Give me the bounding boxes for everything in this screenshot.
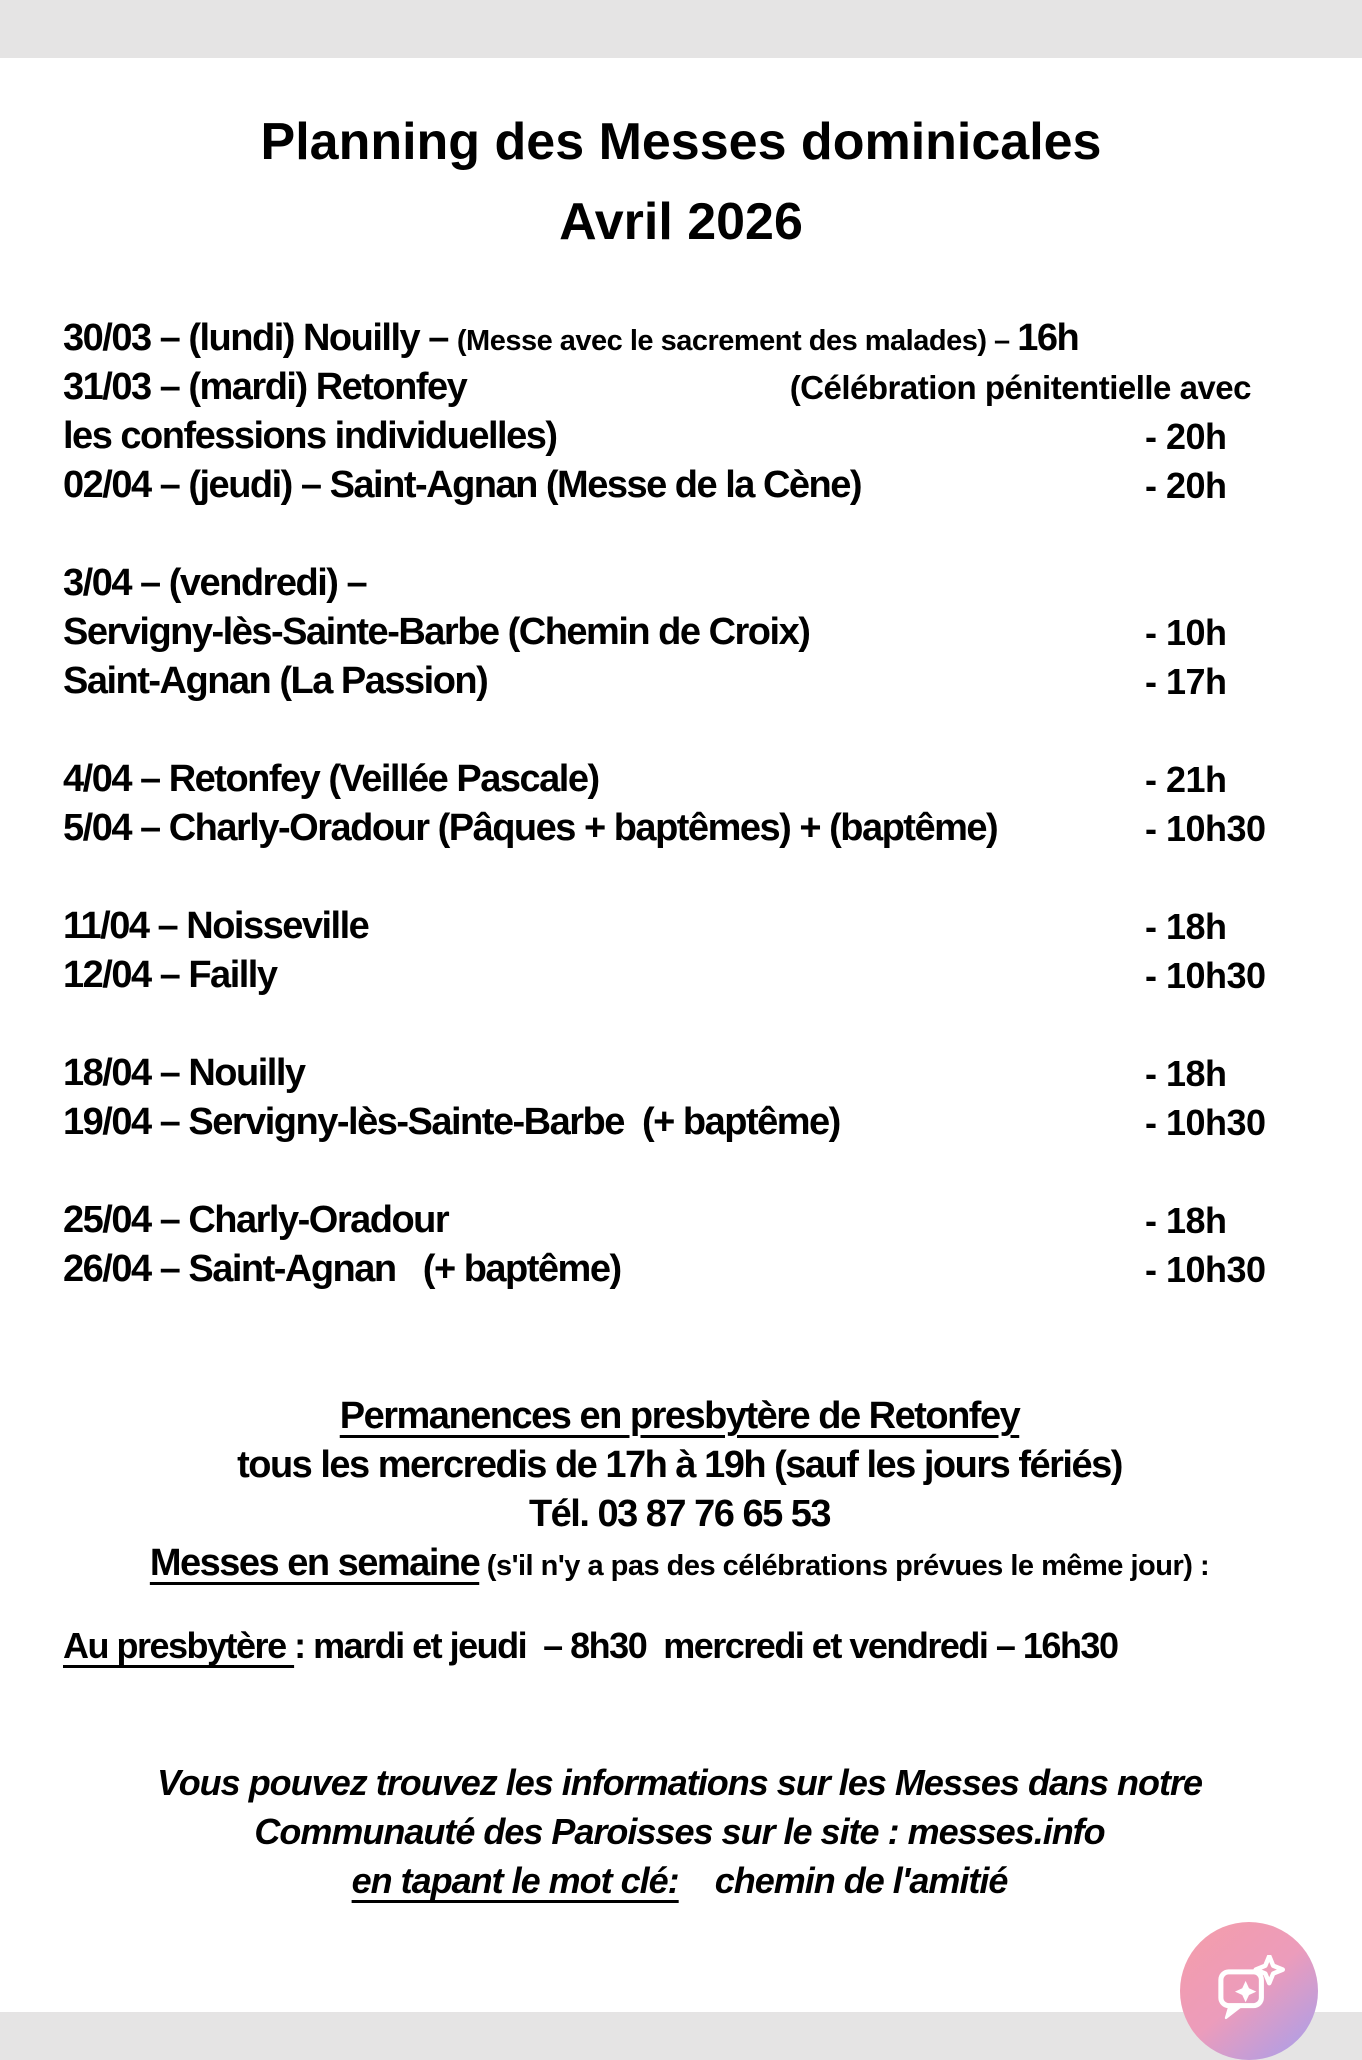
schedule-row-note: (Messe avec le sacrement des malades) – <box>456 325 1018 357</box>
schedule-row: 11/04 – Noisseville - 18h <box>63 902 1296 951</box>
permanences-title: Permanences en presbytère de Retonfey <box>339 1395 1021 1437</box>
spacer <box>63 706 1296 755</box>
weekday-masses-note: (s'il n'y a pas des célébrations prévues… <box>479 1550 1210 1582</box>
schedule-row-time: - 18h <box>1145 1053 1227 1094</box>
schedule-list: 30/03 – (lundi) Nouilly – (Messe avec le… <box>0 314 1362 1905</box>
schedule-row-time: - 10h30 <box>1145 808 1266 849</box>
schedule-row: Servigny-lès-Sainte-Barbe (Chemin de Cro… <box>63 608 1296 657</box>
schedule-row: 4/04 – Retonfey (Veillée Pascale) - 21h <box>63 755 1296 804</box>
permanences-hours: tous les mercredis de 17h à 19h (sauf le… <box>237 1444 1123 1486</box>
schedule-row-time: - 17h <box>1145 661 1227 702</box>
schedule-row-text: 11/04 – Noisseville <box>63 905 370 947</box>
schedule-row-text: Saint-Agnan (La Passion) <box>63 660 489 702</box>
chat-fab-button[interactable] <box>1180 1922 1318 2060</box>
schedule-row-text: les confessions individuelles) <box>63 415 558 457</box>
document-title-line1: Planning des Messes dominicales <box>260 113 1102 171</box>
footer-note: Vous pouvez trouvez les informations sur… <box>63 1758 1296 1905</box>
schedule-row: les confessions individuelles) - 20h <box>63 412 1296 461</box>
schedule-row-time: - 20h <box>1145 416 1227 457</box>
schedule-row-time: - 18h <box>1145 1200 1227 1241</box>
schedule-row-text: 26/04 – Saint-Agnan (+ baptême) <box>63 1248 622 1290</box>
spacer <box>63 1147 1296 1196</box>
schedule-row: 26/04 – Saint-Agnan (+ baptême) - 10h30 <box>63 1245 1296 1294</box>
keyword-value: chemin de l'amitié <box>714 1860 1009 1901</box>
keyword-line: en tapant le mot clé: chemin de l'amitié <box>63 1856 1296 1905</box>
spacer <box>63 1000 1296 1049</box>
footer-note-line2: Communauté des Paroisses sur le site : m… <box>254 1811 1105 1852</box>
schedule-row-time: - 21h <box>1145 759 1227 800</box>
document-title-line2: Avril 2026 <box>559 193 803 251</box>
schedule-row-text: Servigny-lès-Sainte-Barbe (Chemin de Cro… <box>63 611 811 653</box>
spacer <box>63 1588 1296 1621</box>
schedule-row: 5/04 – Charly-Oradour (Pâques + baptêmes… <box>63 804 1296 853</box>
schedule-row-time: 16h <box>1017 317 1079 359</box>
schedule-row-note: (Célébration pénitentielle avec <box>789 369 1252 406</box>
document-page: Planning des Messes dominicales Avril 20… <box>0 58 1362 2012</box>
document-title: Planning des Messes dominicales Avril 20… <box>0 102 1362 262</box>
schedule-row: 31/03 – (mardi) Retonfey (Célébration pén… <box>63 363 1296 412</box>
schedule-row: 12/04 – Failly - 10h30 <box>63 951 1296 1000</box>
schedule-row-text: 31/03 – (mardi) Retonfey <box>63 366 468 408</box>
schedule-row-time: - 10h <box>1145 612 1227 653</box>
phone-number: Tél. 03 87 76 65 53 <box>528 1493 832 1535</box>
schedule-row-time: - 10h30 <box>1145 1102 1266 1143</box>
weekday-masses-label: Messes en semaine <box>149 1542 481 1584</box>
presbytery-line: Au presbytère : mardi et jeudi – 8h30 me… <box>63 1621 1296 1670</box>
schedule-row-text: 19/04 – Servigny-lès-Sainte-Barbe (+ bap… <box>63 1101 841 1143</box>
spacer <box>63 1670 1296 1758</box>
schedule-row-text: 5/04 – Charly-Oradour (Pâques + baptêmes… <box>63 807 999 849</box>
spacer <box>63 853 1296 902</box>
schedule-row: Saint-Agnan (La Passion) - 17h <box>63 657 1296 706</box>
keyword-label: en tapant le mot clé: <box>351 1860 680 1901</box>
schedule-row: 18/04 – Nouilly - 18h <box>63 1049 1296 1098</box>
presbytery-hours: : mardi et jeudi – 8h30 mercredi et vend… <box>294 1625 1119 1666</box>
spacer <box>63 510 1296 559</box>
footer-note-line1: Vous pouvez trouvez les informations sur… <box>157 1762 1203 1803</box>
presbytery-label: Au presbytère <box>63 1625 295 1666</box>
schedule-row-text: 02/04 – (jeudi) – Saint-Agnan (Messe de … <box>63 464 863 506</box>
schedule-row: 02/04 – (jeudi) – Saint-Agnan (Messe de … <box>63 461 1296 510</box>
schedule-row-text: 3/04 – (vendredi) – <box>63 562 368 604</box>
schedule-row: 30/03 – (lundi) Nouilly – (Messe avec le… <box>63 314 1296 363</box>
schedule-row-time: - 20h <box>1145 465 1227 506</box>
schedule-row-text: 18/04 – Nouilly <box>63 1052 306 1094</box>
schedule-row-text: 30/03 – (lundi) Nouilly – <box>63 317 457 359</box>
schedule-row: 19/04 – Servigny-lès-Sainte-Barbe (+ bap… <box>63 1098 1296 1147</box>
schedule-row-time: - 10h30 <box>1145 1249 1266 1290</box>
keyword-spacer <box>679 1860 715 1901</box>
schedule-row-text: 25/04 – Charly-Oradour <box>63 1199 450 1241</box>
schedule-row-text: 12/04 – Failly <box>63 954 278 996</box>
schedule-row-time: - 18h <box>1145 906 1227 947</box>
schedule-row: 25/04 – Charly-Oradour - 18h <box>63 1196 1296 1245</box>
schedule-row-time: - 10h30 <box>1145 955 1266 996</box>
spacer <box>63 1294 1296 1392</box>
sparkle-chat-icon <box>1218 1955 1285 2020</box>
schedule-row: 3/04 – (vendredi) – <box>63 559 1296 608</box>
weekday-masses-line: Messes en semaine (s'il n'y a pas des cé… <box>63 1539 1296 1588</box>
schedule-row-text: 4/04 – Retonfey (Veillée Pascale) <box>63 758 600 800</box>
